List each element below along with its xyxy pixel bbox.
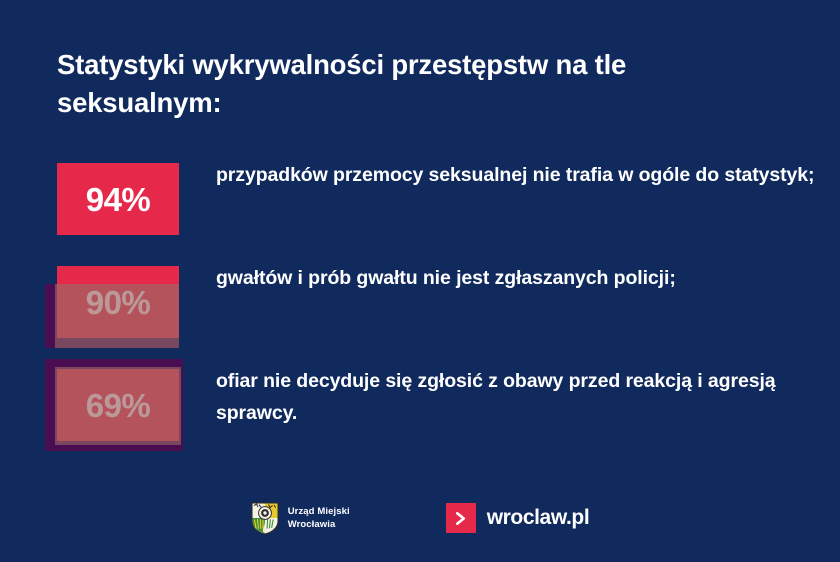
stat-badge: 94% — [57, 163, 179, 235]
stat-row: 94% przypadków przemocy seksualnej nie t… — [0, 155, 840, 255]
stat-description: gwałtów i prób gwałtu nie jest zgłaszany… — [216, 267, 676, 289]
wroclaw-coat-of-arms-icon — [251, 501, 279, 535]
city-office-label: Urząd Miejski Wrocławia — [287, 505, 350, 530]
badge-overlay-band — [55, 367, 181, 445]
stat-badge: 69% — [45, 359, 183, 451]
stat-description: przypadków przemocy seksualnej nie trafi… — [216, 164, 815, 186]
footer: Urząd Miejski Wrocławia wroclaw.pl — [0, 492, 840, 544]
stat-badge: 90% — [45, 266, 179, 348]
portal-label: wroclaw.pl — [486, 506, 590, 529]
stat-value: 94% — [85, 180, 151, 218]
stat-row: 90% gwałtów i prób gwałtu nie jest zgłas… — [0, 258, 840, 358]
stat-row: 69% ofiar nie decyduje się zgłosić z oba… — [0, 359, 840, 461]
portal-mark — [441, 499, 480, 537]
stat-description: ofiar nie decyduje się zgłosić z obawy p… — [216, 370, 776, 425]
page-title: Statystyki wykrywalności przestępstw na … — [57, 49, 627, 118]
badge-overlay-band — [55, 284, 179, 348]
wroclaw-pl-logo[interactable]: wroclaw.pl — [441, 499, 590, 537]
city-office-logo: Urząd Miejski Wrocławia — [251, 501, 350, 535]
badge-fill: 94% — [57, 163, 179, 235]
chevron-right-icon — [456, 511, 466, 525]
